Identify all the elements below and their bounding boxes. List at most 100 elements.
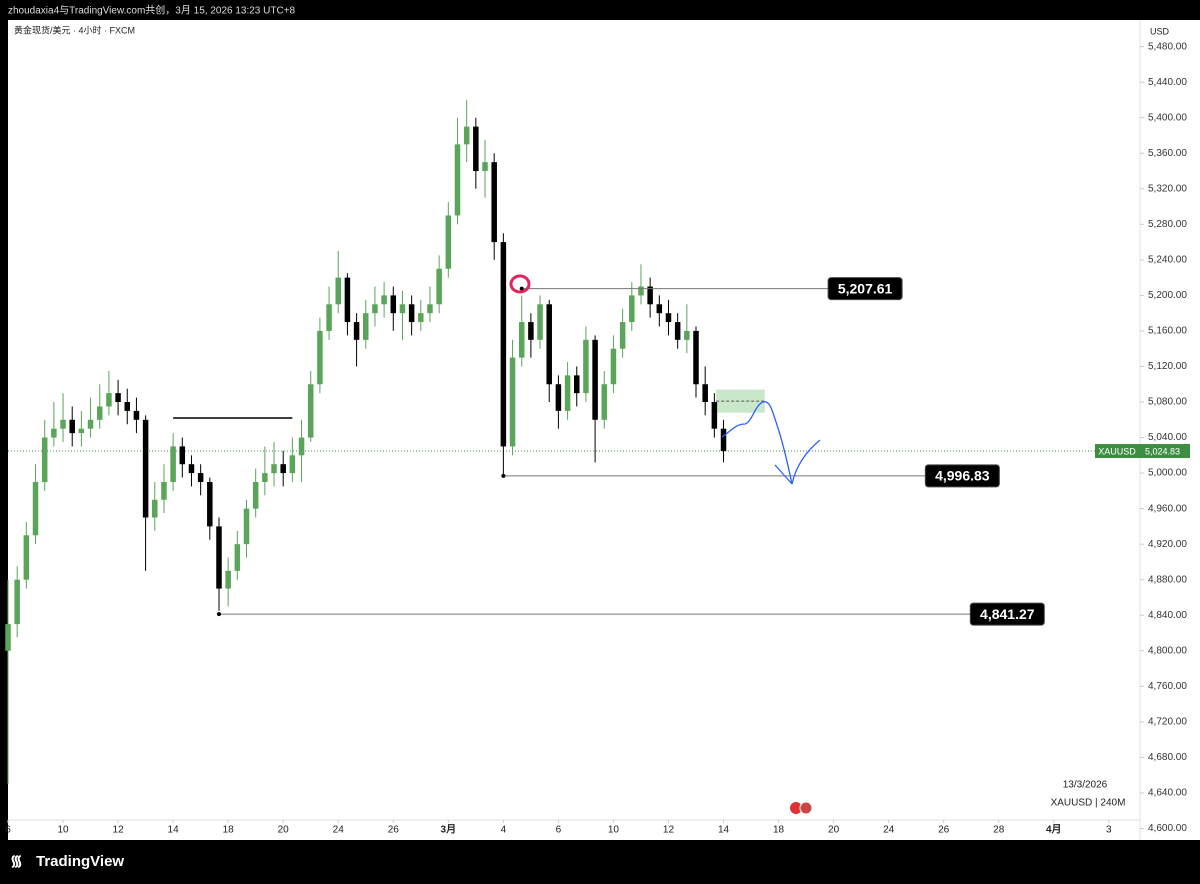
candle-body — [142, 419, 149, 518]
y-tick-label: 5,400.00 — [1148, 112, 1187, 123]
candle-body — [280, 464, 286, 474]
x-tick-label: 28 — [993, 825, 1005, 836]
candle-body — [363, 313, 369, 340]
y-tick-label: 4,680.00 — [1148, 752, 1187, 763]
chart-area — [8, 20, 1200, 840]
y-tick-label: 5,240.00 — [1148, 255, 1187, 266]
x-tick-label: 3 — [1106, 825, 1112, 836]
footer-bar — [0, 840, 1200, 884]
level-label: 4,996.83 — [935, 468, 990, 484]
candle-body — [289, 455, 296, 474]
level-label-box — [969, 602, 1045, 626]
candle-body — [454, 144, 461, 216]
candle-body — [509, 357, 516, 447]
last-symbol-box — [1095, 444, 1140, 459]
candle-body — [537, 304, 543, 340]
candle-body — [702, 384, 708, 403]
zone — [716, 389, 765, 413]
candle-body — [87, 419, 94, 429]
candle-body — [601, 384, 608, 420]
symbol-title: 黄金现货/美元 · 4小时 · FXCM — [14, 24, 135, 35]
candle-body — [546, 304, 552, 385]
y-tick-label: 4,880.00 — [1148, 574, 1187, 585]
candle-body — [518, 322, 525, 358]
y-tick-label: 4,600.00 — [1148, 823, 1187, 834]
top-bar — [0, 0, 1200, 20]
x-tick-label: 10 — [608, 825, 620, 836]
candle-body — [711, 402, 718, 429]
y-tick-label: 5,160.00 — [1148, 326, 1187, 337]
level-anchor — [216, 612, 221, 617]
last-price-label: 5,024.83 — [1145, 446, 1180, 456]
x-tick-label: 4 — [501, 825, 507, 836]
currency: USD — [1150, 26, 1170, 36]
candle-body — [344, 277, 351, 323]
candle-body — [353, 322, 360, 340]
candle-body — [152, 499, 158, 518]
candle-body — [307, 384, 314, 438]
x-tick-label: 14 — [718, 825, 730, 836]
candle-body — [298, 437, 305, 456]
candle-body — [720, 428, 727, 452]
candle-body — [427, 304, 433, 314]
candle-body — [115, 393, 121, 403]
y-tick-label: 4,920.00 — [1148, 539, 1187, 550]
candle-body — [665, 313, 672, 323]
candle-body — [564, 375, 571, 411]
level-label: 4,841.27 — [980, 606, 1035, 622]
circle-annotation — [509, 274, 531, 294]
candle-body — [629, 295, 635, 323]
y-tick-label: 5,080.00 — [1148, 397, 1187, 408]
y-tick-label: 4,640.00 — [1148, 788, 1187, 799]
candle-body — [674, 322, 681, 340]
candle-body — [69, 419, 75, 434]
header: zhoudaxia4与TradingView.com共创，3月 15, 2026… — [8, 4, 296, 17]
x-tick-label: 20 — [828, 825, 840, 836]
y-tick-label: 4,720.00 — [1148, 716, 1187, 727]
candle-body — [5, 624, 11, 651]
candle-body — [51, 428, 57, 438]
candle-body — [179, 446, 186, 465]
y-tick-label: 4,840.00 — [1148, 610, 1187, 621]
x-tick-label: 12 — [113, 825, 125, 836]
candle-body — [399, 304, 406, 314]
interval-note: XAUUSD | 240M — [1051, 798, 1126, 809]
x-tick-label: 26 — [388, 825, 400, 836]
candle-body — [41, 437, 48, 482]
projection-path — [721, 401, 821, 485]
y-tick-label: 5,440.00 — [1148, 77, 1187, 88]
level-label-box — [827, 277, 903, 301]
x-tick-label: 24 — [883, 825, 895, 836]
candle-body — [14, 579, 20, 625]
candle-body — [96, 406, 103, 420]
level-label: 5,207.61 — [838, 280, 893, 296]
x-tick-label: 3月 — [441, 824, 457, 836]
candle-body — [207, 481, 213, 527]
candle-body — [656, 304, 663, 314]
candle-body — [262, 473, 268, 482]
candle-body — [445, 215, 452, 269]
candle-body — [78, 428, 85, 434]
candle-body — [252, 481, 259, 509]
x-tick-label: 20 — [278, 825, 290, 836]
candle-body — [317, 330, 323, 385]
last-price-box — [1140, 444, 1190, 459]
candle-body — [106, 393, 112, 407]
y-tick-label: 5,120.00 — [1148, 361, 1187, 372]
x-tick-label: 10 — [57, 825, 69, 836]
x-tick-label: 18 — [223, 825, 235, 836]
plot: 4,600.00 4,640.00 4,680.00 4,720.00 4,760.00… — [5, 41, 1190, 836]
candle-body — [225, 570, 231, 589]
candle-body — [326, 304, 332, 331]
date-note: 13/3/2026 — [1063, 780, 1108, 791]
candle-body — [372, 304, 378, 314]
candle-body — [463, 126, 470, 145]
candle-body — [693, 330, 699, 385]
candle-body — [684, 330, 690, 340]
y-tick-label: 5,320.00 — [1148, 183, 1187, 194]
candle-body — [583, 339, 589, 394]
candle-body — [473, 126, 479, 172]
candle-body — [574, 375, 580, 394]
candle-body — [124, 402, 131, 411]
